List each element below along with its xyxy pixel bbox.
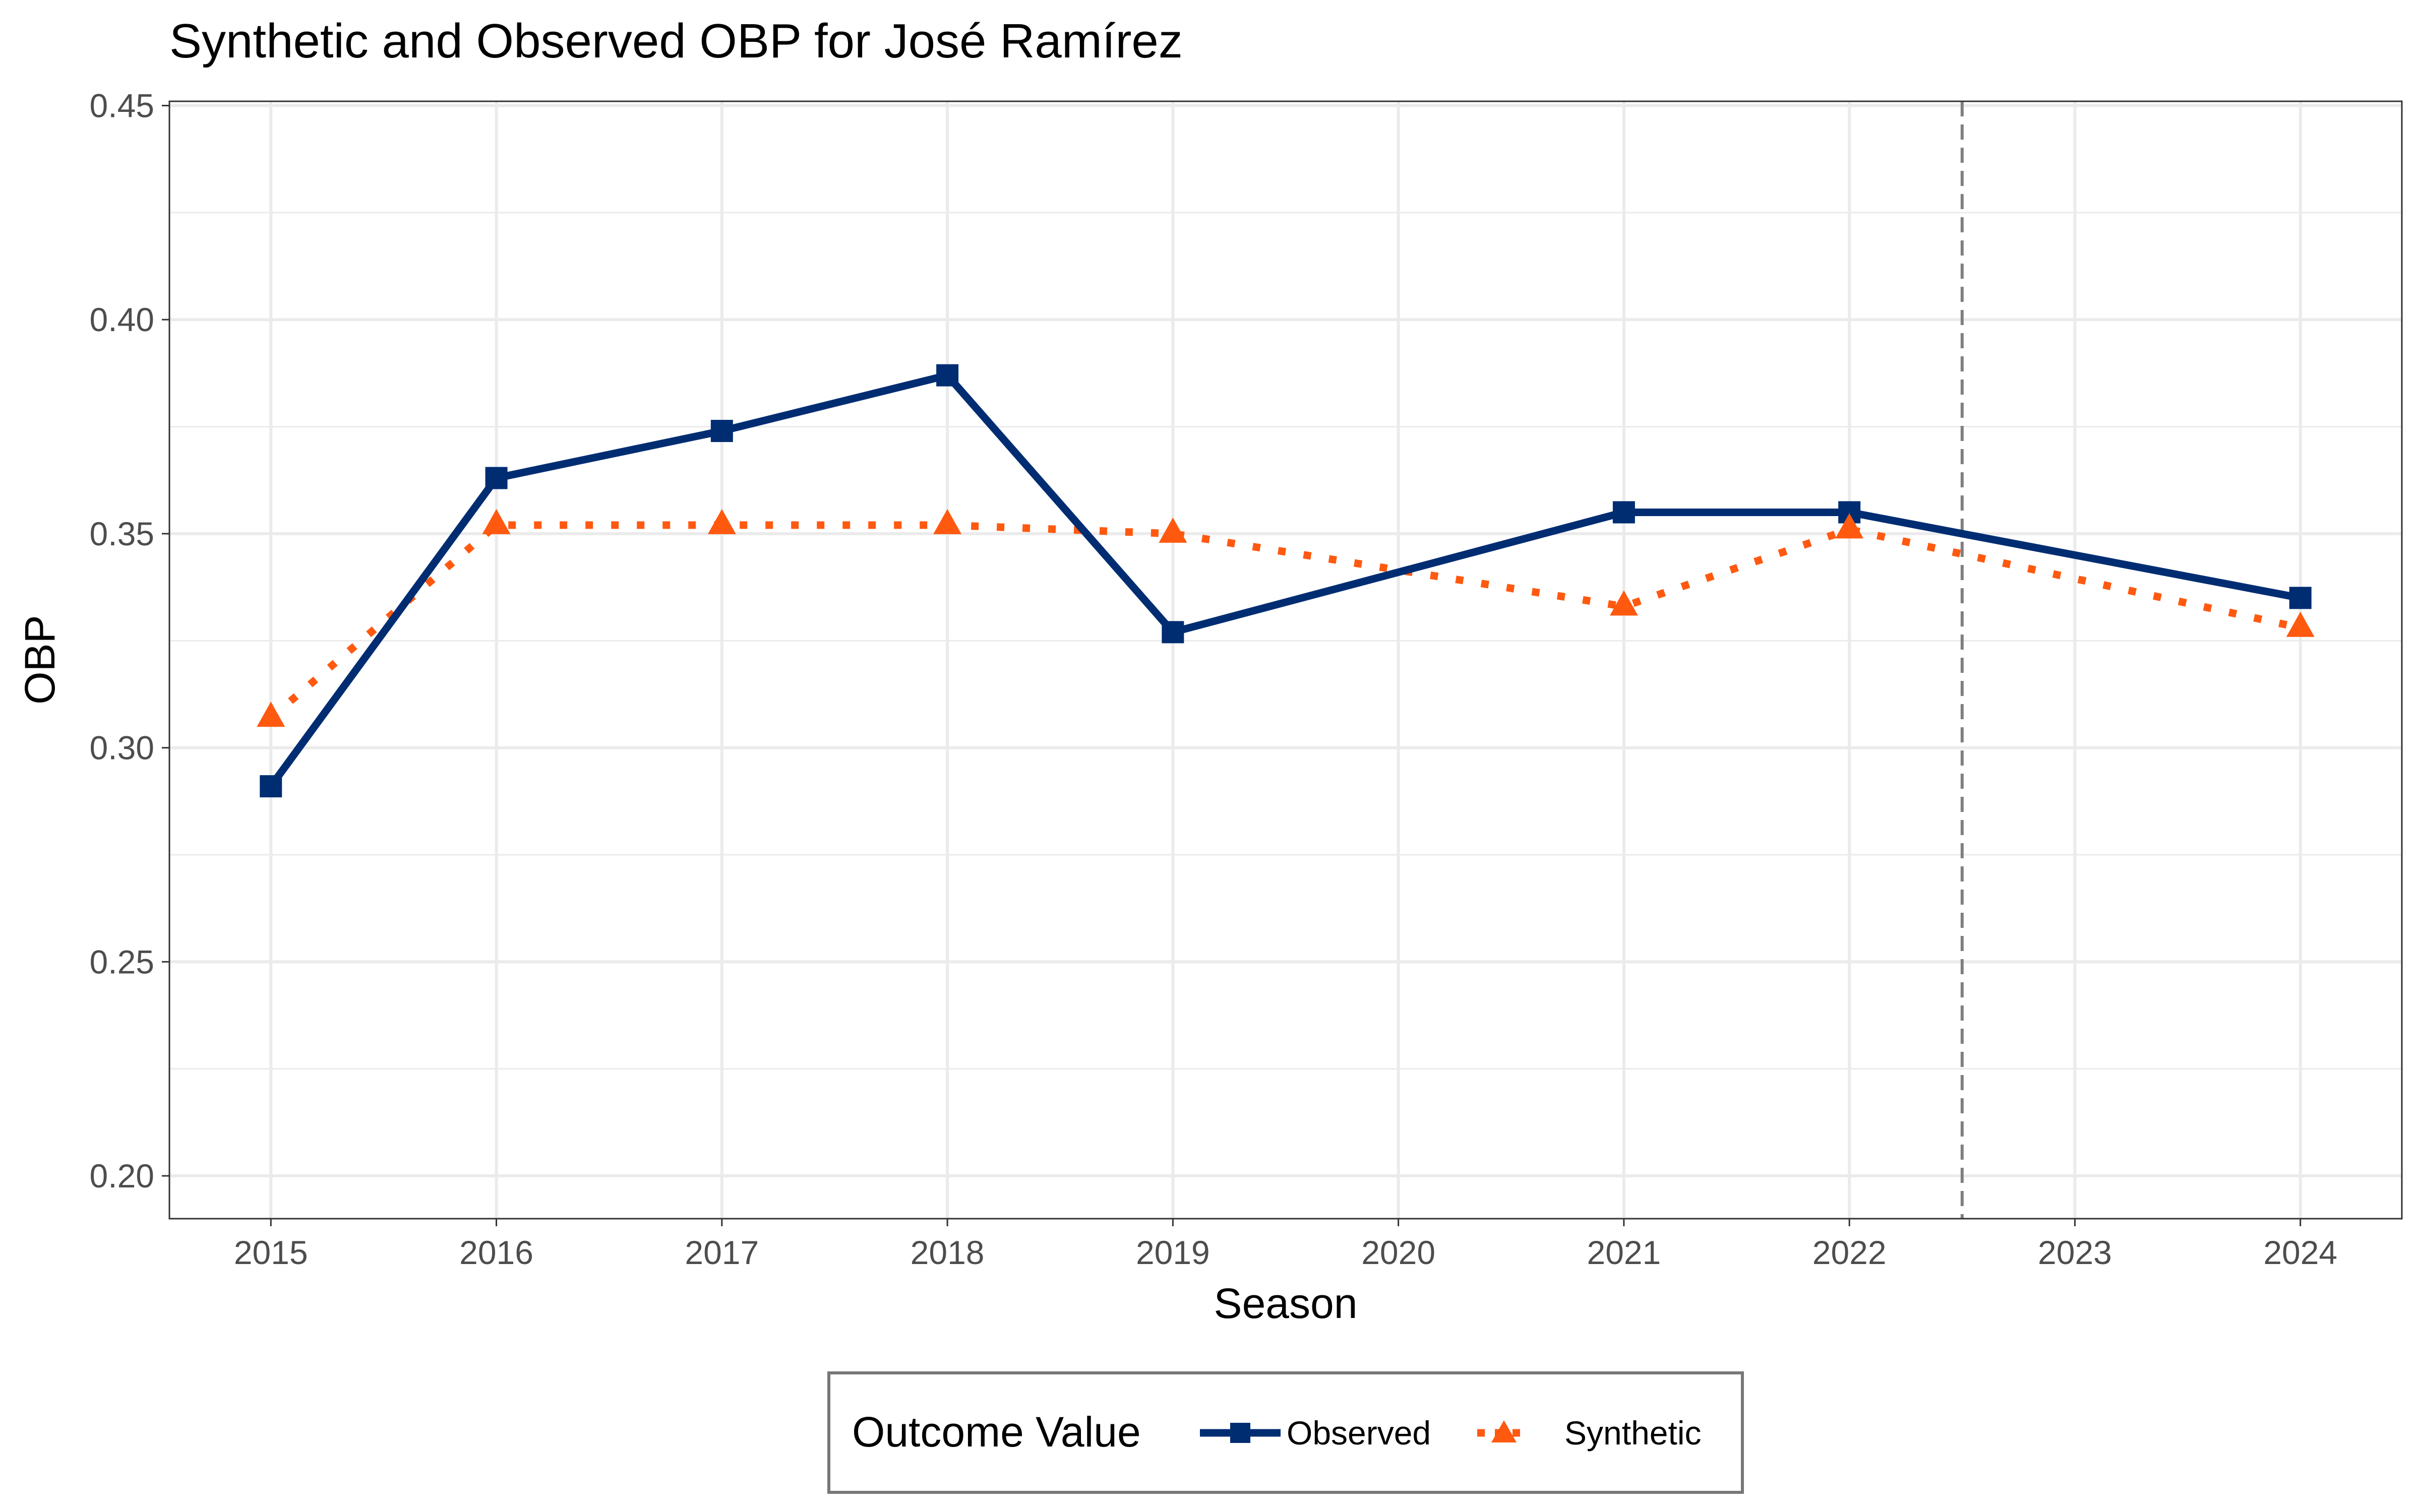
y-tick-label: 0.35 <box>90 515 154 552</box>
x-tick-label: 2022 <box>1812 1234 1887 1271</box>
chart-title: Synthetic and Observed OBP for José Ramí… <box>169 14 1183 68</box>
series-line-observed <box>268 371 2302 789</box>
y-tick-label: 0.20 <box>90 1157 154 1194</box>
y-tick-label: 0.45 <box>90 87 154 124</box>
x-tick-label: 2017 <box>685 1234 759 1271</box>
axes: 0.20 0.25 0.30 0.35 0.40 0.45 2015 2016 2017 2018… <box>90 87 2338 1271</box>
x-axis-title: Season <box>1214 1280 1358 1327</box>
synthetic-point <box>482 509 511 534</box>
y-tick-label: 0.30 <box>90 729 154 767</box>
x-tick-label: 2016 <box>459 1234 533 1271</box>
x-tick-label: 2023 <box>2038 1234 2112 1271</box>
x-tick-label: 2018 <box>911 1234 985 1271</box>
observed-point <box>710 420 733 443</box>
legend-label-observed: Observed <box>1287 1414 1431 1452</box>
series-layer <box>257 364 2315 798</box>
y-axis-title: OBP <box>16 615 64 704</box>
observed-point <box>936 364 959 387</box>
legend-title: Outcome Value <box>852 1408 1141 1456</box>
panel-border <box>168 100 2403 1220</box>
y-tick-label: 0.25 <box>90 943 154 980</box>
grid-lines <box>169 101 2402 1219</box>
synthetic-point <box>1609 590 1638 616</box>
legend-synthetic-triangle-icon <box>1491 1420 1517 1442</box>
x-tick-label: 2015 <box>234 1234 308 1271</box>
x-tick-label: 2021 <box>1587 1234 1661 1271</box>
x-tick-label: 2020 <box>1361 1234 1435 1271</box>
observed-point <box>1612 501 1635 524</box>
legend-observed-square-icon <box>1230 1423 1250 1443</box>
x-tick-label: 2019 <box>1136 1234 1210 1271</box>
observed-point <box>2289 587 2312 609</box>
synthetic-point <box>1159 517 1187 543</box>
legend-box <box>827 1371 1744 1494</box>
observed-point <box>260 775 282 798</box>
observed-point <box>485 467 508 489</box>
legend: Outcome Value Observed Synthetic <box>827 1371 1744 1494</box>
y-tick-label: 0.40 <box>90 301 154 338</box>
synthetic-point <box>257 702 285 727</box>
synthetic-point <box>933 509 962 534</box>
legend-key-observed <box>1200 1423 1281 1443</box>
observed-point <box>1162 621 1184 644</box>
legend-label-synthetic: Synthetic <box>1564 1414 1701 1452</box>
synthetic-point <box>2286 611 2315 637</box>
legend-key-synthetic <box>1477 1420 1528 1442</box>
x-tick-label: 2024 <box>2263 1234 2337 1271</box>
synthetic-point <box>1835 513 1864 539</box>
synthetic-point <box>707 509 736 534</box>
